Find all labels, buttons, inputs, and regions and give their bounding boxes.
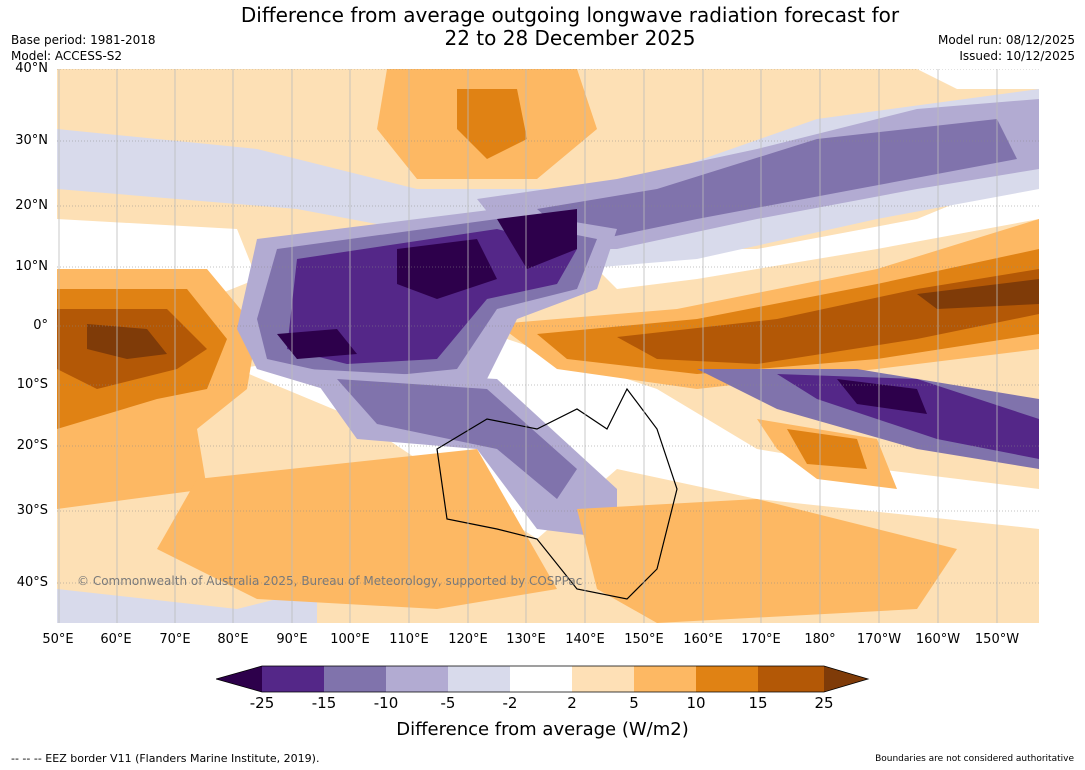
lon-label: 120°E: [448, 632, 488, 647]
anomaly-region: [87, 324, 167, 359]
copyright-notice: © Commonwealth of Australia 2025, Bureau…: [77, 574, 583, 588]
colorbar-tick: 5: [629, 694, 639, 712]
lat-label: 30°S: [16, 503, 48, 518]
anomaly-region: [497, 209, 577, 269]
model-run: Model run: 08/12/2025: [937, 33, 1075, 47]
colorbar-segment: [634, 666, 696, 692]
colorbar-tick: 10: [686, 694, 706, 712]
anomaly-region: [157, 449, 557, 609]
lat-label: 40°N: [15, 61, 48, 76]
colorbar-tick: 15: [748, 694, 768, 712]
lat-label: 40°S: [16, 575, 48, 590]
anomaly-region: [917, 279, 1039, 309]
lon-label: 170°W: [856, 632, 902, 647]
colorbar-segment: [572, 666, 634, 692]
title-line-1: Difference from average outgoing longwav…: [240, 3, 900, 27]
colorbar-tick: -2: [502, 694, 518, 712]
title-line-2: 22 to 28 December 2025: [444, 26, 696, 50]
lat-label: 20°N: [15, 198, 48, 213]
colorbar-tick: -25: [249, 694, 275, 712]
lon-label: 140°E: [565, 632, 605, 647]
lon-label: 160°W: [915, 632, 961, 647]
anomaly-region: [277, 329, 357, 359]
anomaly-region: [537, 119, 1017, 244]
anomaly-region: [57, 589, 317, 623]
anomaly-region: [787, 429, 867, 469]
lon-label: 90°E: [276, 632, 308, 647]
meta-right: Model run: 08/12/2025 Issued: 10/12/2025: [938, 32, 1075, 64]
colorbar-outline: [216, 665, 870, 693]
model-name: Model: ACCESS-S2: [11, 49, 123, 63]
colorbar-tick: -5: [440, 694, 456, 712]
lat-label: 10°N: [15, 259, 48, 274]
lon-label: 160°E: [683, 632, 723, 647]
colorbar-segment: [262, 666, 324, 692]
anomaly-region: [577, 499, 957, 623]
lat-label: 30°N: [15, 133, 48, 148]
colorbar-tick: 2: [567, 694, 577, 712]
lon-label: 110°E: [389, 632, 429, 647]
colorbar-tick: 25: [814, 694, 834, 712]
colorbar-tick: -10: [373, 694, 399, 712]
lon-label: 50°E: [42, 632, 74, 647]
lon-label: 150°E: [624, 632, 664, 647]
meta-left: Base period: 1981-2018 Model: ACCESS-S2: [11, 32, 156, 64]
eez-note: -- -- -- EEZ border V11 (Flanders Marine…: [11, 752, 320, 765]
anomaly-region: [917, 69, 1039, 89]
lat-label: 0°: [33, 318, 48, 333]
colorbar-segment: [448, 666, 510, 692]
anomaly-region: [457, 89, 527, 159]
colorbar-title: Difference from average (W/m2): [396, 719, 689, 740]
lon-label: 70°E: [159, 632, 191, 647]
lon-label: 80°E: [217, 632, 249, 647]
issued-date: Issued: 10/12/2025: [959, 49, 1075, 63]
australia-outline: [436, 387, 678, 600]
lon-label: 180°: [804, 632, 836, 647]
lon-label: 170°E: [741, 632, 781, 647]
lat-label: 10°S: [16, 377, 48, 392]
colorbar-arrow-low: [216, 666, 262, 692]
anomaly-field: [57, 69, 1039, 623]
lat-label: 20°S: [16, 438, 48, 453]
colorbar-segment: [386, 666, 448, 692]
lon-label: 130°E: [506, 632, 546, 647]
lon-label: 150°W: [974, 632, 1020, 647]
boundaries-note: Boundaries are not considered authoritat…: [875, 754, 1074, 764]
colorbar-arrow-high: [824, 666, 868, 692]
lon-gridlines: [58, 69, 998, 623]
anomaly-region: [777, 374, 1039, 459]
colorbar-segment: [758, 666, 824, 692]
colorbar-tick: -15: [311, 694, 337, 712]
lon-label: 100°E: [330, 632, 370, 647]
anomaly-region: [397, 239, 497, 299]
anomaly-region: [57, 89, 1039, 269]
chart-title: Difference from average outgoing longwav…: [0, 4, 1085, 50]
colorbar-segment: [696, 666, 758, 692]
anomaly-region: [837, 379, 927, 414]
anomaly-region: [337, 379, 577, 499]
anomaly-map: [57, 69, 1039, 623]
base-period: Base period: 1981-2018: [11, 33, 156, 47]
lon-label: 60°E: [100, 632, 132, 647]
colorbar-segment: [510, 666, 572, 692]
colorbar-segment: [324, 666, 386, 692]
colorbar: [216, 665, 870, 693]
